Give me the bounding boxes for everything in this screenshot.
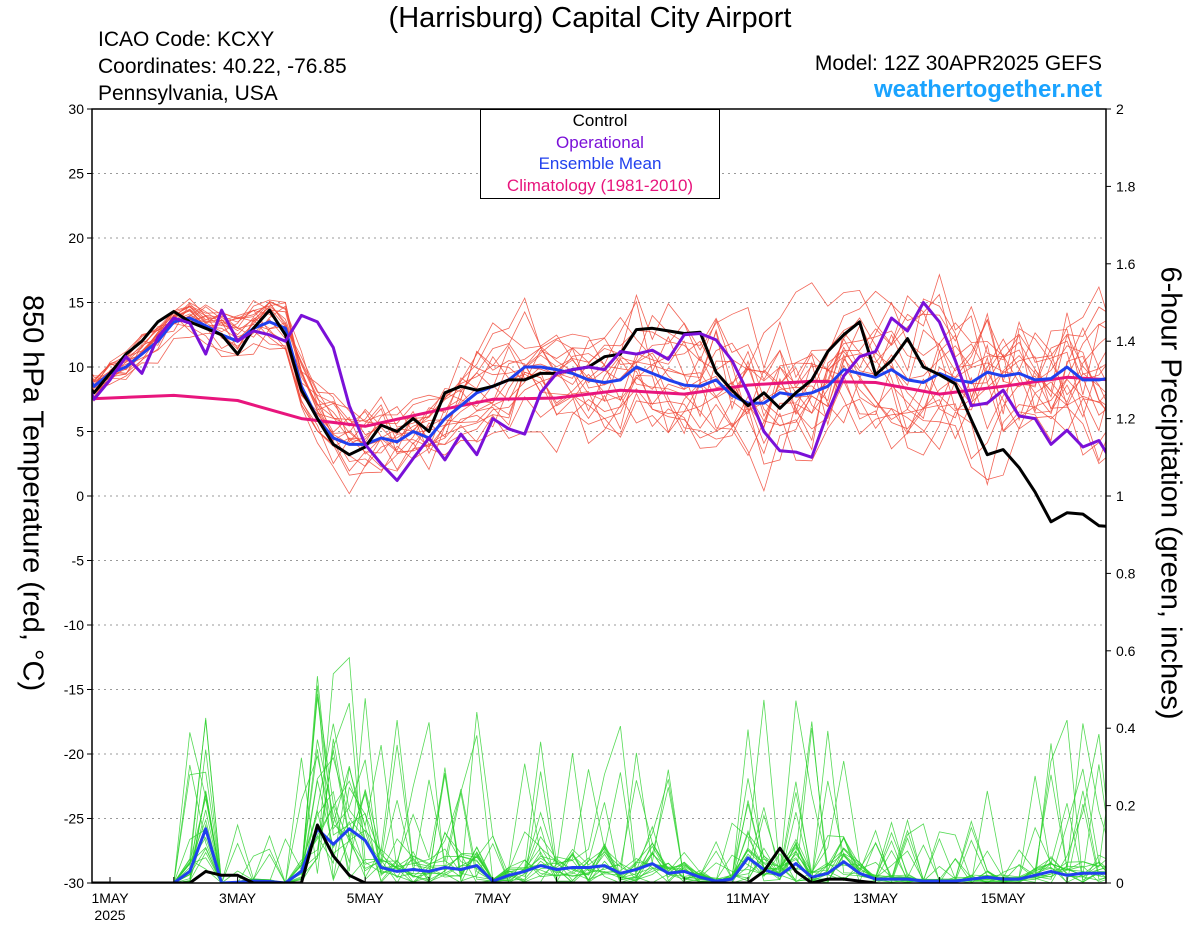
climatology-temp-line: [92, 375, 1106, 428]
coordinates: Coordinates: 40.22, -76.85: [98, 55, 347, 78]
y-tick-label: -15: [64, 682, 84, 698]
y-tick-label: -5: [72, 553, 85, 569]
y2-tick-label: 1.8: [1116, 178, 1136, 194]
control-precip-line: [92, 823, 876, 883]
y-axis-label-left: 850 hPa Temperature (red, °C): [16, 294, 49, 692]
icao-code: ICAO Code: KCXY: [98, 28, 275, 51]
region: Pennsylvania, USA: [98, 82, 278, 105]
y-tick-label: -10: [64, 617, 84, 633]
precip-member-line: [92, 676, 1106, 883]
precip-member-line: [92, 719, 1106, 883]
y2-tick-label: 0.6: [1116, 643, 1136, 659]
legend-item-ensemble-mean: Ensemble Mean: [538, 154, 662, 173]
operational-temp-line: [92, 301, 1106, 482]
precip-member-line: [92, 685, 1106, 883]
temp-members: [92, 273, 1106, 495]
ensemble-temp-line: [92, 316, 1106, 446]
precip-member-line: [92, 809, 1106, 883]
y-tick-label: 20: [68, 230, 84, 246]
legend-item-climatology: Climatology (1981-2010): [506, 175, 694, 195]
precip-member-line: [92, 769, 1106, 883]
y2-tick-label: 1.2: [1116, 411, 1136, 427]
x-tick-label: 1MAY: [91, 890, 129, 906]
y2-tick-label: 0.4: [1116, 720, 1136, 736]
y-tick-label: 15: [68, 295, 84, 311]
precip-members: [92, 656, 1106, 883]
y-tick-label: 25: [68, 166, 84, 182]
precip-member-line: [92, 745, 1106, 883]
y-tick-label: 10: [68, 359, 84, 375]
x-tick-label: 5MAY: [347, 890, 385, 906]
y2-tick-label: 1.6: [1116, 256, 1136, 272]
temp-member-line: [92, 299, 1106, 443]
precip-member-line: [92, 702, 1106, 883]
x-tick-label: 9MAY: [602, 890, 640, 906]
y2-tick-label: 0.8: [1116, 565, 1136, 581]
precip-member-line: [92, 749, 1106, 883]
page-title: (Harrisburg) Capital City Airport: [388, 2, 792, 34]
ensemble-precip-line: [92, 827, 1106, 883]
x-tick-label: 11MAY: [726, 890, 770, 906]
temp-member-line: [92, 285, 1106, 467]
x-tick-sublabel: 2025: [94, 907, 125, 923]
x-tick-label: 13MAY: [853, 890, 899, 906]
plot-frame: [91, 108, 1107, 884]
y-tick-label: -30: [64, 875, 84, 891]
y2-tick-label: 1: [1116, 488, 1124, 504]
model-run: Model: 12Z 30APR2025 GEFS: [814, 52, 1102, 75]
y-tick-label: -20: [64, 746, 84, 762]
temp-member-line: [92, 302, 1106, 472]
legend-item-control: Control: [572, 111, 628, 130]
temp-member-line: [92, 301, 1106, 465]
y2-tick-label: 0.2: [1116, 798, 1136, 814]
y2-tick-label: 1.4: [1116, 333, 1136, 349]
site-link[interactable]: weathertogether.net: [873, 76, 1102, 103]
legend: Control Operational Ensemble Mean Climat…: [480, 109, 720, 199]
series-group: [92, 301, 1106, 883]
y-axis-label-right: 6-hour Precipitation (green, inches): [1154, 266, 1187, 720]
y-tick-label: 30: [68, 101, 84, 117]
y-tick-label: 5: [76, 424, 84, 440]
y-tick-label: -25: [64, 811, 84, 827]
x-tick-label: 7MAY: [474, 890, 512, 906]
x-tick-label: 3MAY: [219, 890, 257, 906]
temp-member-line: [92, 300, 1106, 460]
precip-member-line: [92, 734, 1106, 883]
y2-tick-label: 0: [1116, 875, 1124, 891]
temp-member-line: [92, 273, 1106, 453]
y2-tick-label: 2: [1116, 101, 1124, 117]
precip-member-line: [92, 744, 1106, 883]
y-tick-label: 0: [76, 488, 84, 504]
legend-item-operational: Operational: [556, 132, 644, 152]
x-tick-label: 15MAY: [981, 890, 1027, 906]
